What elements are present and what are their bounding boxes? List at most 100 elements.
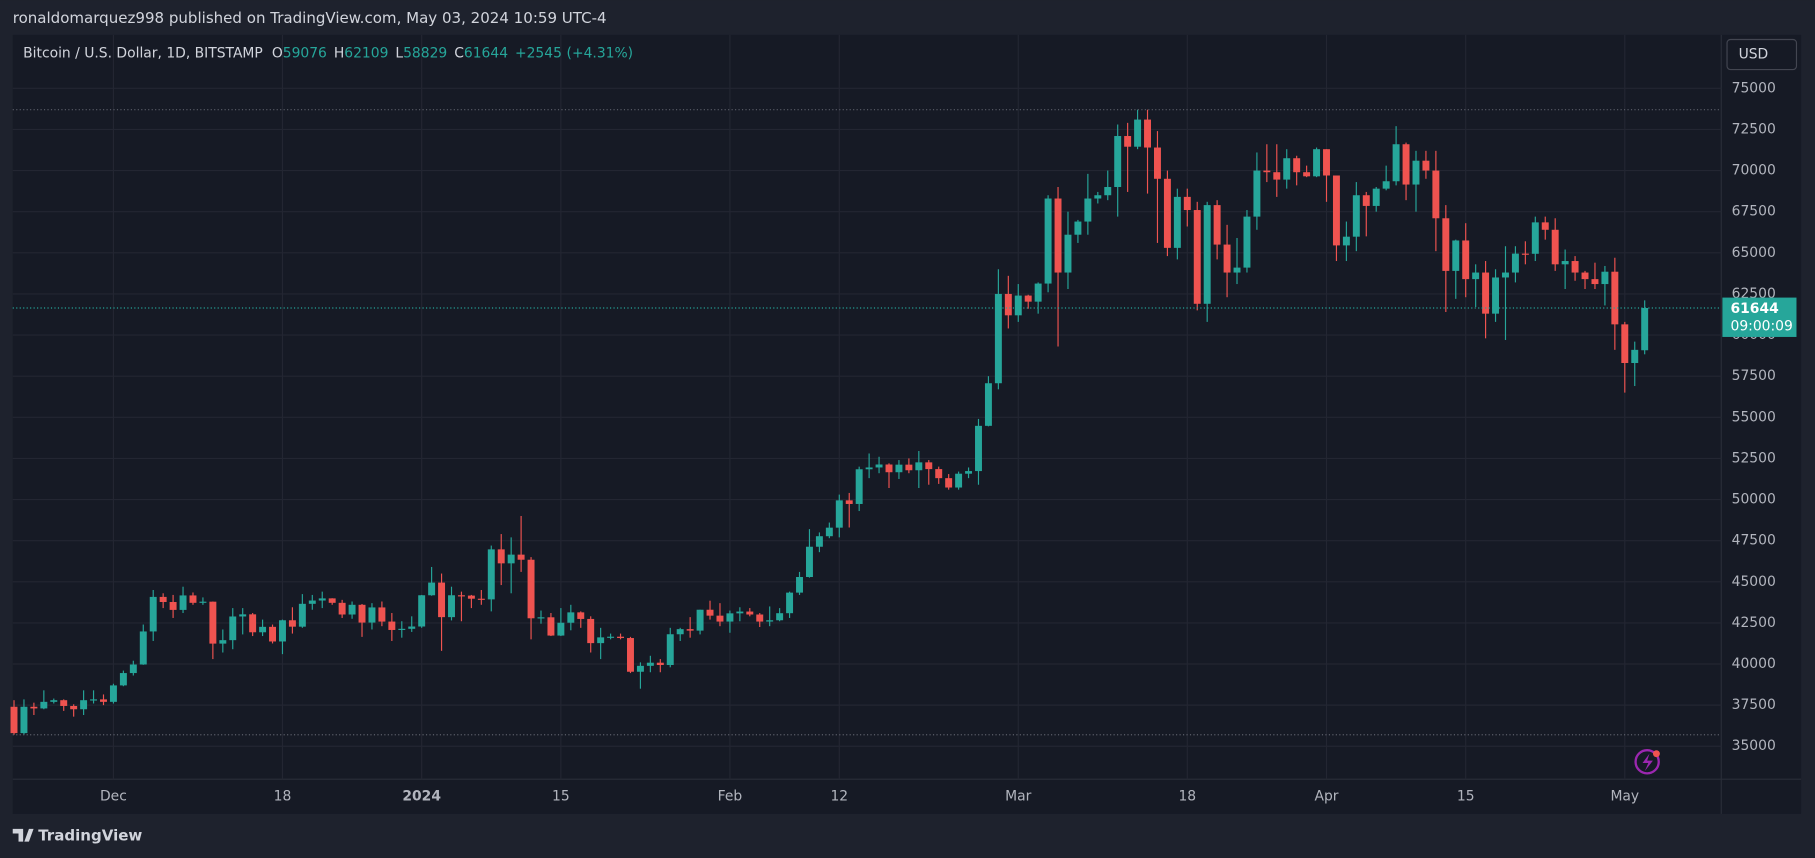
- candle-body: [1581, 272, 1589, 280]
- y-tick-label: 70000: [1732, 163, 1776, 179]
- candle-body: [1283, 158, 1291, 180]
- candle-body: [855, 469, 863, 504]
- candle-body: [60, 700, 68, 706]
- candle-body: [229, 616, 237, 641]
- candle-body: [288, 620, 296, 627]
- candle-body: [1511, 253, 1519, 273]
- candle-body: [1482, 272, 1490, 314]
- candle-body: [249, 614, 257, 633]
- candle-body: [1531, 222, 1539, 254]
- candle-body: [1332, 175, 1340, 246]
- candle-body: [547, 617, 555, 636]
- candle-body: [507, 554, 515, 564]
- candle-body: [597, 637, 605, 644]
- grid: 35000 37500 40000 42500 45000 47500 50000 52500…: [12, 34, 1776, 805]
- candle-body: [796, 577, 803, 593]
- candle-body: [1631, 349, 1639, 364]
- candle-body: [607, 636, 615, 638]
- ohlc-label: H: [334, 45, 344, 61]
- candle-body: [199, 601, 207, 603]
- candle-body: [656, 662, 664, 665]
- ohlc-value: 58829: [403, 45, 447, 61]
- flash-bolt: [1642, 753, 1653, 772]
- candle-body: [129, 664, 137, 674]
- candle-body: [915, 462, 923, 471]
- candle-body: [149, 596, 157, 632]
- candle-body: [30, 706, 38, 709]
- time-axis: [12, 779, 1802, 814]
- candle-body: [557, 622, 565, 636]
- candle-body: [1621, 324, 1629, 364]
- y-tick-label: 50000: [1732, 492, 1776, 508]
- x-tick-label: May: [1610, 789, 1639, 805]
- candle-body: [1104, 187, 1112, 196]
- candle-body: [1303, 172, 1311, 177]
- change: +2545: [515, 45, 562, 61]
- candle-body: [1094, 195, 1102, 199]
- candle-body: [617, 636, 625, 639]
- candle-body: [646, 662, 654, 666]
- candle-body: [845, 500, 853, 504]
- candle-body: [179, 595, 187, 610]
- candle-body: [686, 629, 694, 631]
- candle-body: [378, 607, 386, 622]
- candle-body: [815, 536, 823, 547]
- candle-body: [1203, 205, 1211, 304]
- candle-body: [666, 634, 674, 665]
- candle-body: [636, 665, 644, 672]
- flash-icon[interactable]: [1634, 749, 1660, 775]
- candle-body: [1074, 221, 1082, 235]
- y-tick-label: 75000: [1732, 80, 1776, 96]
- candle-body: [885, 464, 893, 473]
- candle-body: [448, 595, 455, 618]
- currency-button[interactable]: [1726, 38, 1798, 71]
- candle-body: [955, 473, 963, 488]
- candle-body: [706, 609, 714, 616]
- candle-body: [219, 640, 227, 644]
- candle-body: [1571, 261, 1579, 273]
- last-price-tag: [1722, 297, 1797, 337]
- candle-body: [438, 582, 446, 618]
- candle-body: [1402, 144, 1410, 185]
- candle-body: [1472, 272, 1480, 280]
- candle-body: [328, 598, 336, 603]
- candle-body: [835, 500, 843, 528]
- candle-body: [1034, 283, 1042, 302]
- candle-body: [676, 629, 684, 635]
- ohlc-value: 62109: [344, 45, 388, 61]
- candle-body: [1392, 144, 1400, 182]
- candle-body: [1163, 178, 1171, 248]
- candle-body: [1551, 229, 1559, 265]
- ohlc-value: 61644: [464, 45, 508, 61]
- candle-body: [577, 612, 585, 619]
- candle-body: [1193, 210, 1201, 304]
- candle-body: [368, 607, 376, 623]
- y-tick-label: 45000: [1732, 574, 1776, 590]
- candle-body: [1253, 170, 1261, 217]
- candle-body: [1004, 293, 1012, 316]
- candle-body: [487, 549, 495, 600]
- candle-body: [975, 425, 982, 472]
- y-tick-label: 52500: [1732, 450, 1776, 466]
- candle-body: [1293, 158, 1301, 173]
- candle-body: [109, 685, 117, 702]
- ohlc-label: O: [272, 45, 283, 61]
- candle-body: [1561, 261, 1569, 265]
- candle-body: [587, 618, 595, 644]
- y-tick-label: 65000: [1732, 245, 1776, 261]
- candle-body: [1014, 295, 1022, 316]
- candle-body: [1422, 160, 1430, 171]
- y-tick-label: 67500: [1732, 204, 1776, 220]
- brand: TradingView: [38, 826, 142, 844]
- candle-body: [20, 706, 28, 734]
- candle-body: [746, 611, 754, 615]
- x-tick-label: Apr: [1314, 789, 1338, 805]
- candle-body: [1362, 195, 1370, 206]
- candle-body: [1064, 234, 1072, 273]
- y-tick-label: 72500: [1732, 121, 1776, 137]
- candle-body: [1213, 205, 1221, 245]
- candle-body: [1153, 147, 1161, 179]
- candle-body: [1372, 188, 1380, 206]
- candle-body: [1323, 149, 1330, 176]
